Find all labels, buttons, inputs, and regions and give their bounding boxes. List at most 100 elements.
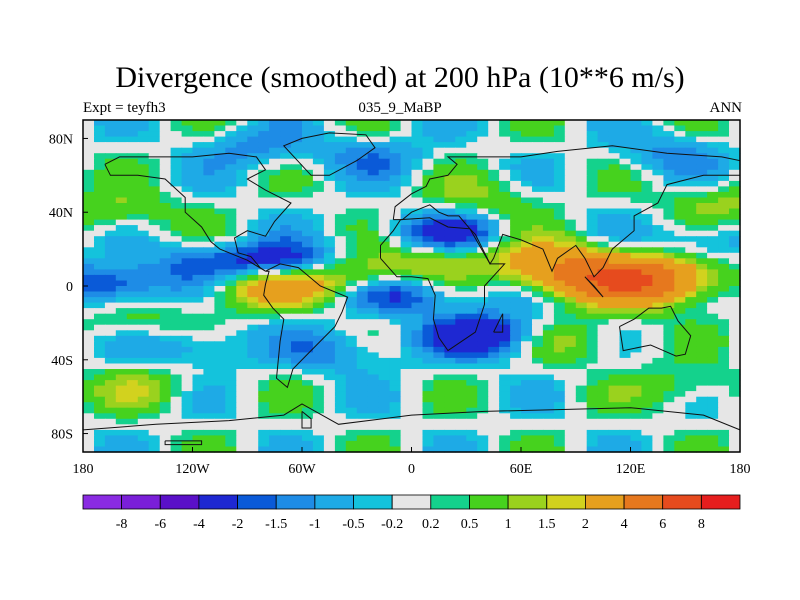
heatmap-cell (159, 158, 172, 165)
heatmap-cell (586, 435, 599, 442)
heatmap-cell (718, 380, 730, 387)
heatmap-cell (663, 186, 675, 193)
heatmap-cell (389, 424, 402, 431)
coastline (584, 276, 604, 298)
heatmap-cell (334, 363, 347, 370)
heatmap-cell (334, 335, 347, 342)
heatmap-cell (652, 330, 664, 337)
heatmap-cell (126, 147, 139, 154)
heatmap-cell (696, 142, 708, 149)
heatmap-cell (477, 380, 489, 387)
heatmap-cell (126, 346, 139, 353)
heatmap-cell (94, 241, 106, 248)
heatmap-cell (488, 142, 500, 149)
heatmap-cell (521, 180, 533, 187)
heatmap-cell (148, 263, 161, 270)
heatmap-cell (126, 418, 139, 425)
heatmap-cell (94, 346, 106, 353)
heatmap-cell (203, 429, 215, 436)
heatmap-cell (148, 330, 161, 337)
heatmap-cell (280, 291, 292, 298)
heatmap-cell (104, 131, 117, 138)
heatmap-cell (203, 335, 215, 342)
heatmap-cell (564, 313, 577, 320)
heatmap-cell (192, 208, 204, 215)
heatmap-cell (247, 346, 259, 353)
heatmap-cell (345, 258, 358, 265)
heatmap-cell (104, 203, 117, 210)
heatmap-cell (477, 147, 489, 154)
heatmap-cell (707, 380, 719, 387)
heatmap-cell (400, 219, 413, 226)
heatmap-cell (214, 402, 226, 409)
heatmap-cell (575, 380, 588, 387)
heatmap-cell (597, 147, 610, 154)
heatmap-cell (422, 363, 434, 370)
heatmap-cell (630, 313, 642, 320)
heatmap-cell (718, 158, 730, 165)
heatmap-cell (532, 153, 544, 160)
heatmap-cell (400, 214, 413, 221)
heatmap-cell (192, 136, 204, 143)
heatmap-cell (192, 241, 204, 248)
heatmap-cell (367, 241, 380, 248)
heatmap-cell (707, 230, 719, 237)
heatmap-cell (532, 142, 544, 149)
heatmap-cell (181, 203, 194, 210)
heatmap-cell (302, 208, 314, 215)
heatmap-cell (422, 186, 434, 193)
heatmap-cell (400, 147, 413, 154)
colorbar-swatch (237, 494, 277, 510)
heatmap-cell (214, 203, 226, 210)
heatmap-cell (192, 203, 204, 210)
heatmap-cell (597, 125, 610, 132)
heatmap-cell (104, 263, 117, 270)
heatmap-cell (126, 291, 139, 298)
heatmap-cell (696, 357, 708, 364)
heatmap-cell (203, 380, 215, 387)
heatmap-cell (532, 319, 544, 326)
heatmap-cell (214, 429, 226, 436)
heatmap-cell (521, 286, 533, 293)
heatmap-cell (203, 247, 215, 254)
heatmap-cell (564, 236, 577, 243)
heatmap-cell (236, 346, 248, 353)
heatmap-cell (291, 258, 303, 265)
heatmap-cell (214, 219, 226, 226)
heatmap-cell (280, 352, 292, 359)
heatmap-cell (455, 186, 467, 193)
heatmap-cell (553, 385, 566, 392)
heatmap-cell (575, 357, 588, 364)
heatmap-cell (586, 120, 599, 127)
heatmap-cell (356, 446, 369, 453)
heatmap-cell (532, 247, 544, 254)
heatmap-cell (641, 158, 653, 165)
heatmap-cell (214, 136, 226, 143)
heatmap-cell (542, 341, 555, 348)
heatmap-cell (521, 352, 533, 359)
heatmap-cell (323, 424, 336, 431)
heatmap-cell (94, 402, 106, 409)
heatmap-cell (641, 164, 653, 171)
heatmap-cell (115, 263, 128, 270)
heatmap-cell (575, 330, 588, 337)
heatmap-cell (400, 297, 413, 304)
heatmap-cell (466, 147, 478, 154)
heatmap-cell (280, 391, 292, 398)
heatmap-cell (553, 225, 566, 232)
heatmap-cell (181, 346, 194, 353)
heatmap-cell (334, 402, 347, 409)
heatmap-cell (247, 380, 259, 387)
heatmap-cell (564, 308, 577, 315)
heatmap-cell (729, 357, 741, 364)
heatmap-cell (323, 252, 336, 259)
heatmap-cell (674, 236, 686, 243)
heatmap-cell (170, 241, 183, 248)
heatmap-cell (291, 418, 303, 425)
heatmap-cell (170, 369, 183, 376)
heatmap-cell (203, 142, 215, 149)
heatmap-cell (291, 164, 303, 171)
heatmap-cell (400, 391, 413, 398)
heatmap-cell (477, 142, 489, 149)
